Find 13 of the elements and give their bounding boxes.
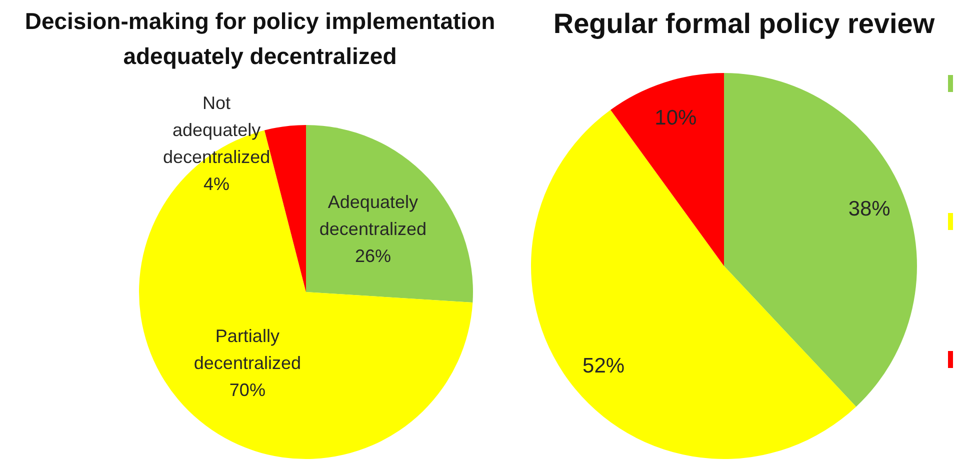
- data-label: 52%: [582, 354, 625, 378]
- pie-slice: [610, 73, 724, 266]
- slice-label: Partially decentralized: [194, 326, 301, 373]
- pie-slice: [306, 125, 473, 302]
- pie-slice: [724, 73, 917, 407]
- data-label: 38%: [848, 196, 890, 220]
- data-label: 70%: [229, 380, 266, 400]
- slice-label: Adequately decentralized: [319, 192, 426, 240]
- data-label: 10%: [654, 106, 697, 129]
- data-label: 4%: [204, 174, 230, 194]
- chart-title: Regular formal policy review: [552, 7, 936, 41]
- chart-title: Decision-making for policy implementation adequately decentralized: [24, 7, 496, 71]
- data-label: 26%: [354, 246, 391, 266]
